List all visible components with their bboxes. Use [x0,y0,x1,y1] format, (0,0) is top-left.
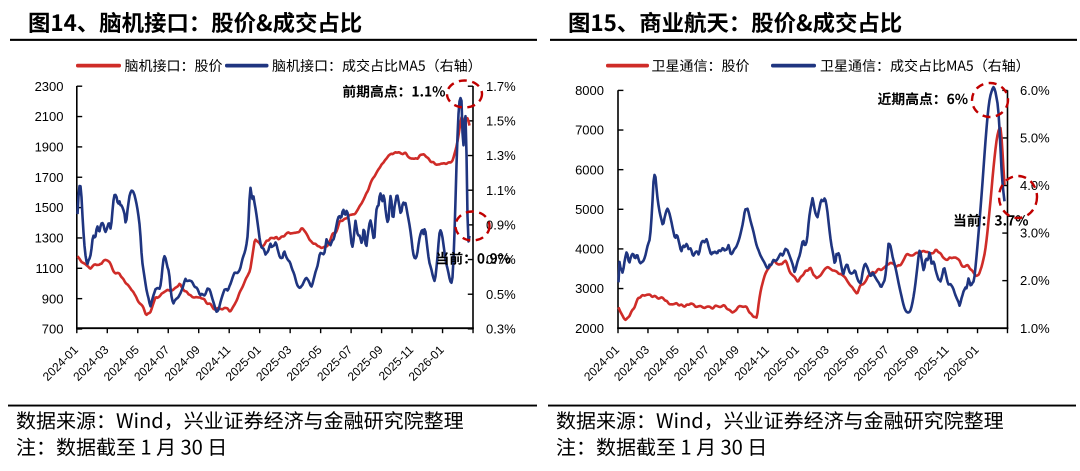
svg-text:1300: 1300 [35,231,64,246]
svg-text:1900: 1900 [35,140,64,155]
svg-text:700: 700 [42,322,64,337]
svg-text:0.9%: 0.9% [486,218,516,233]
svg-text:0.5%: 0.5% [486,287,516,302]
svg-text:1.1%: 1.1% [486,183,516,198]
svg-text:1.5%: 1.5% [486,114,516,129]
svg-text:1500: 1500 [35,200,64,215]
svg-text:3.0%: 3.0% [1020,226,1050,241]
svg-text:1700: 1700 [35,170,64,185]
svg-text:5000: 5000 [575,202,604,217]
svg-text:1.0%: 1.0% [1020,321,1050,336]
svg-text:2.0%: 2.0% [1020,273,1050,288]
svg-text:6000: 6000 [575,162,604,177]
svg-text:2300: 2300 [35,79,64,94]
svg-text:0.7%: 0.7% [486,252,516,267]
svg-text:8000: 8000 [575,83,604,98]
svg-text:1.3%: 1.3% [486,148,516,163]
svg-text:2100: 2100 [35,109,64,124]
svg-text:4000: 4000 [575,242,604,257]
svg-text:2000: 2000 [575,321,604,336]
svg-text:5.0%: 5.0% [1020,131,1050,146]
svg-text:900: 900 [42,291,64,306]
svg-text:6.0%: 6.0% [1020,83,1050,98]
svg-text:1100: 1100 [36,261,64,276]
svg-text:1.7%: 1.7% [486,79,516,94]
svg-text:0.3%: 0.3% [486,322,516,337]
svg-text:7000: 7000 [575,123,604,138]
svg-text:3000: 3000 [575,281,604,296]
